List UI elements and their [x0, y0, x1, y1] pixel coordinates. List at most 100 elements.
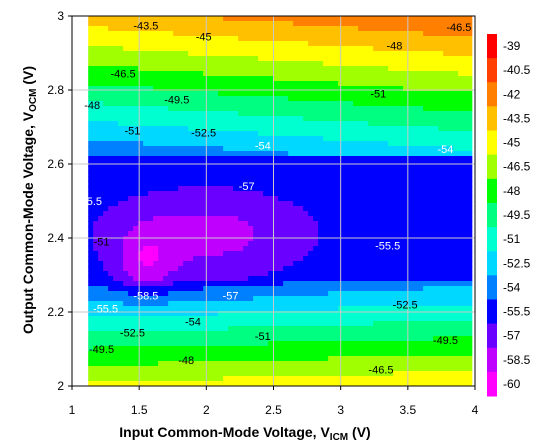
contour-cell	[133, 281, 139, 287]
contour-cell	[433, 286, 439, 292]
contour-cell	[93, 251, 99, 257]
contour-cell	[408, 331, 414, 337]
contour-cell	[243, 156, 249, 162]
contour-cell	[428, 331, 434, 337]
contour-cell	[358, 301, 364, 307]
contour-cell	[278, 136, 284, 142]
contour-cell	[363, 281, 369, 287]
contour-cell	[138, 21, 144, 27]
contour-cell	[318, 211, 324, 217]
contour-cell	[253, 106, 259, 112]
contour-cell	[388, 206, 394, 212]
contour-cell	[178, 21, 184, 27]
contour-cell	[233, 56, 239, 62]
contour-cell	[333, 211, 339, 217]
contour-cell	[113, 121, 119, 127]
contour-cell	[258, 51, 264, 57]
contour-cell	[198, 171, 204, 177]
contour-cell	[348, 221, 354, 227]
contour-cell	[243, 291, 249, 297]
contour-cell	[293, 96, 299, 102]
contour-cell	[268, 311, 274, 317]
contour-cell	[213, 191, 219, 197]
contour-cell	[273, 296, 279, 302]
contour-cell	[403, 261, 409, 267]
contour-cell	[283, 186, 289, 192]
contour-cell	[208, 86, 214, 92]
contour-cell	[313, 256, 319, 262]
contour-cell	[383, 196, 389, 202]
contour-cell	[458, 71, 464, 77]
contour-cell	[348, 141, 354, 147]
contour-cell	[383, 296, 389, 302]
contour-cell	[448, 296, 454, 302]
contour-cell	[283, 106, 289, 112]
contour-cell	[463, 301, 469, 307]
contour-cell	[198, 141, 204, 147]
contour-cell	[413, 336, 419, 342]
contour-cell	[188, 336, 194, 342]
contour-cell	[408, 26, 414, 32]
contour-cell	[228, 261, 234, 267]
contour-cell	[428, 156, 434, 162]
contour-cell	[318, 296, 324, 302]
contour-cell	[293, 211, 299, 217]
contour-cell	[193, 241, 199, 247]
contour-cell	[238, 191, 244, 197]
contour-cell	[108, 301, 114, 307]
contour-cell	[213, 296, 219, 302]
contour-cell	[113, 116, 119, 122]
contour-cell	[323, 136, 329, 142]
contour-cell	[108, 101, 114, 107]
contour-cell	[138, 156, 144, 162]
contour-cell	[108, 111, 114, 117]
contour-cell	[358, 291, 364, 297]
contour-cell	[348, 166, 354, 172]
contour-cell	[438, 286, 444, 292]
contour-cell	[343, 131, 349, 137]
contour-cell	[278, 31, 284, 37]
contour-cell	[278, 241, 284, 247]
contour-cell	[343, 311, 349, 317]
contour-cell	[343, 81, 349, 87]
contour-cell	[243, 306, 249, 312]
contour-cell	[348, 206, 354, 212]
contour-cell	[233, 196, 239, 202]
contour-cell	[268, 86, 274, 92]
contour-cell	[118, 91, 124, 97]
contour-cell	[148, 131, 154, 137]
contour-cell	[458, 246, 464, 252]
contour-cell	[458, 111, 464, 117]
contour-cell	[273, 86, 279, 92]
contour-cell	[448, 36, 454, 42]
contour-cell	[388, 126, 394, 132]
contour-cell	[213, 211, 219, 217]
contour-cell	[193, 226, 199, 232]
contour-cell	[388, 121, 394, 127]
contour-cell	[408, 321, 414, 327]
contour-cell	[308, 301, 314, 307]
contour-cell	[208, 96, 214, 102]
contour-cell	[233, 226, 239, 232]
contour-cell	[303, 221, 309, 227]
contour-cell	[268, 76, 274, 82]
contour-cell	[168, 331, 174, 337]
contour-cell	[438, 91, 444, 97]
contour-cell	[318, 86, 324, 92]
contour-cell	[383, 286, 389, 292]
contour-cell	[443, 266, 449, 272]
contour-cell	[123, 236, 129, 242]
contour-cell	[263, 336, 269, 342]
contour-cell	[458, 91, 464, 97]
contour-cell	[263, 36, 269, 42]
contour-cell	[253, 321, 259, 327]
contour-cell	[243, 246, 249, 252]
contour-cell	[218, 281, 224, 287]
contour-cell	[243, 201, 249, 207]
contour-cell	[378, 231, 384, 237]
contour-cell	[348, 276, 354, 282]
contour-cell	[138, 241, 144, 247]
contour-cell	[158, 106, 164, 112]
contour-cell	[163, 131, 169, 137]
contour-cell	[318, 266, 324, 272]
